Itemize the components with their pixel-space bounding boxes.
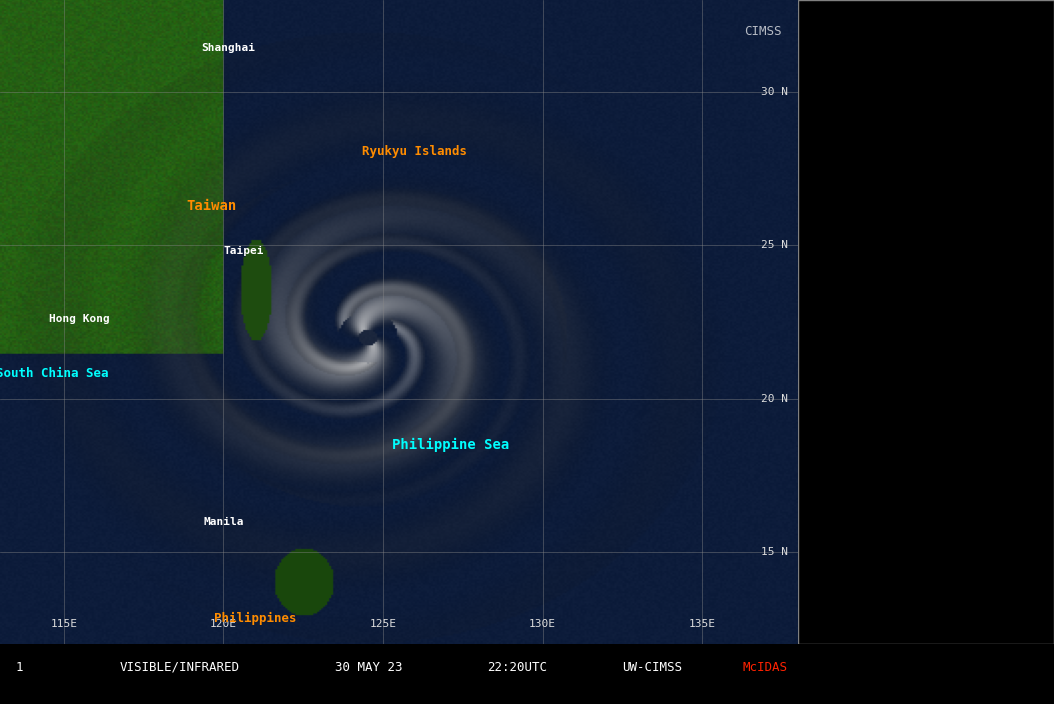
Text: Taipei: Taipei — [223, 246, 264, 256]
Text: Philippines: Philippines — [214, 612, 296, 625]
Text: Labels: Labels — [818, 348, 859, 361]
Text: 20230531/082000UTC: 20230531/082000UTC — [818, 155, 959, 168]
Text: Political Boundaries: Political Boundaries — [818, 270, 941, 284]
Text: 135E: 135E — [688, 619, 716, 629]
Text: 130E: 130E — [529, 619, 557, 629]
Text: Philippine Sea: Philippine Sea — [392, 437, 509, 451]
Text: 115E: 115E — [51, 619, 77, 629]
Text: Hong Kong: Hong Kong — [50, 314, 111, 324]
Text: 25 N: 25 N — [761, 240, 788, 251]
Text: VISIBLE/INFRARED: VISIBLE/INFRARED — [120, 661, 239, 674]
Text: 1: 1 — [16, 661, 23, 674]
Text: Shanghai: Shanghai — [201, 44, 255, 54]
Text: Visible/Shorwave IR Image: Visible/Shorwave IR Image — [818, 110, 984, 122]
Text: 30 N: 30 N — [761, 87, 788, 97]
Text: UW-CIMSS: UW-CIMSS — [622, 661, 682, 674]
Text: 20 N: 20 N — [761, 394, 788, 404]
Text: Latitude/Longitude: Latitude/Longitude — [818, 309, 937, 322]
Text: 15 N: 15 N — [761, 547, 788, 557]
Text: Taiwan: Taiwan — [187, 199, 236, 213]
Text: 22:20UTC: 22:20UTC — [487, 661, 547, 674]
Text: Legend: Legend — [887, 26, 944, 41]
Text: 120E: 120E — [210, 619, 237, 629]
Text: McIDAS: McIDAS — [742, 661, 787, 674]
Text: Ryukyu Islands: Ryukyu Islands — [363, 145, 467, 158]
Text: South China Sea: South China Sea — [0, 367, 109, 380]
Text: 30 MAY 23: 30 MAY 23 — [335, 661, 403, 674]
Text: CIMSS: CIMSS — [744, 25, 782, 37]
Text: 125E: 125E — [370, 619, 396, 629]
Text: Manila: Manila — [203, 517, 243, 527]
